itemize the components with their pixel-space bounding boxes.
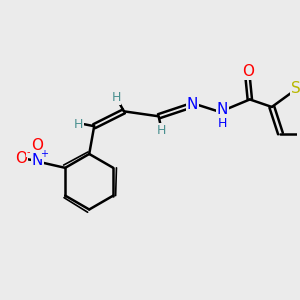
Text: S: S: [291, 81, 300, 96]
Text: -: -: [27, 147, 30, 157]
Text: O: O: [16, 152, 28, 166]
Text: H: H: [111, 91, 121, 104]
Text: +: +: [40, 149, 48, 159]
Text: O: O: [32, 137, 44, 152]
Text: O: O: [242, 64, 254, 79]
Text: N: N: [32, 153, 43, 168]
Text: H: H: [74, 118, 83, 131]
Text: H: H: [218, 117, 227, 130]
Text: H: H: [157, 124, 166, 137]
Text: N: N: [187, 97, 198, 112]
Text: N: N: [216, 102, 228, 117]
